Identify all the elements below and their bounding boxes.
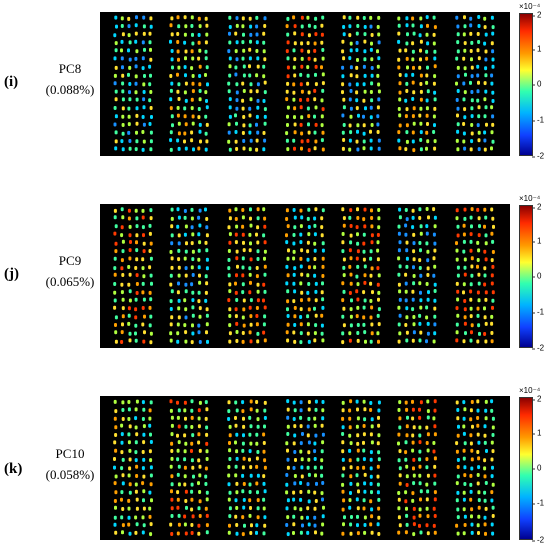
colorbar-tick: 0 [531,79,542,89]
pc-label: PC8 (0.088%) [40,60,100,98]
colorbar-tick: 2 [531,10,542,20]
panel-i: (i) PC8 (0.088%) ×10⁻⁴ 2 1 0 -1 -2 [0,0,550,161]
colorbar-tick: 2 [531,394,542,404]
pc-name: PC10 [55,446,85,461]
pc-variance: (0.088%) [45,82,95,97]
pc-name: PC8 [58,61,82,76]
colorbar-exponent: ×10⁻⁴ [519,386,541,395]
panel-letter: (j) [4,266,19,282]
colorbar-tick: -1 [531,498,545,508]
colorbar-tick: -1 [531,307,545,317]
colorbar [519,13,533,156]
colorbar-tick: -2 [531,151,545,161]
colorbar [519,397,533,540]
pc-name: PC9 [58,253,82,268]
colorbar-tick: -2 [531,343,545,353]
panel-k: (k) PC10 (0.058%) ×10⁻⁴ 2 1 0 -1 -2 [0,385,550,545]
colorbar [519,205,533,348]
colorbar-tick: 1 [531,236,542,246]
panel-j: (j) PC9 (0.065%) ×10⁻⁴ 2 1 0 -1 -2 [0,192,550,353]
pc-label: PC10 (0.058%) [40,445,100,483]
panel-letter: (k) [4,461,23,477]
pc-label: PC9 (0.065%) [40,252,100,290]
colorbar-tick: 1 [531,44,542,54]
colorbar-tick: -2 [531,535,545,545]
pc-variance: (0.065%) [45,274,95,289]
panel-letter: (i) [4,74,19,90]
colorbar-tick: 0 [531,271,542,281]
colorbar-tick: 0 [531,463,542,473]
pc-variance: (0.058%) [45,467,95,482]
colorbar-tick: 2 [531,202,542,212]
colorbar-exponent: ×10⁻⁴ [519,2,541,11]
colorbar-tick: -1 [531,115,545,125]
colorbar-tick: 1 [531,428,542,438]
pc-map-image [100,204,510,348]
pc-map-image [100,396,510,540]
colorbar-exponent: ×10⁻⁴ [519,194,541,203]
pc-map-image [100,12,510,156]
